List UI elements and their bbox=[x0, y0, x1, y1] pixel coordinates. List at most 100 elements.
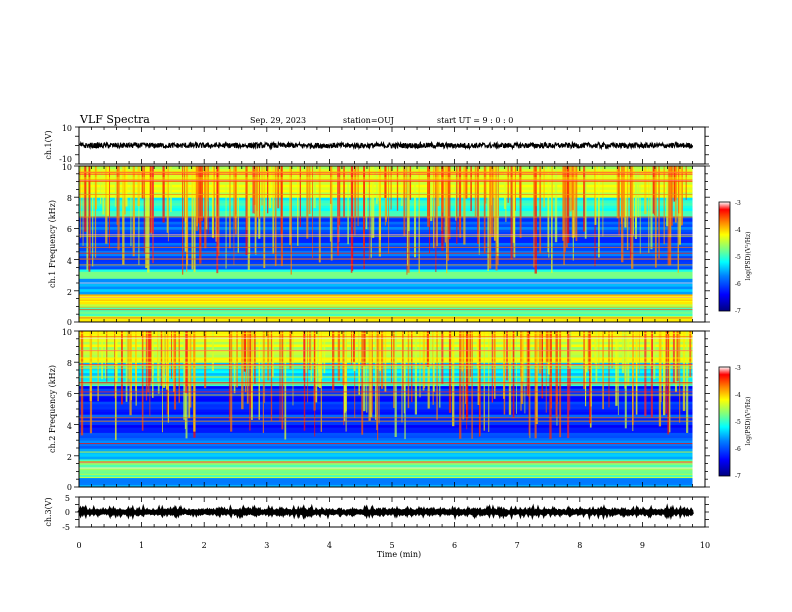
spectrogram-streak bbox=[447, 166, 450, 261]
spectrogram-streak bbox=[318, 166, 321, 263]
spectrogram-streak bbox=[459, 166, 462, 238]
spectrogram-streak bbox=[178, 331, 180, 403]
spectrogram-band bbox=[79, 266, 693, 270]
spectrogram-streak bbox=[248, 166, 250, 210]
spectrogram-ch2-heatmap bbox=[79, 331, 693, 488]
spectrogram-streak bbox=[624, 166, 627, 228]
spectrogram-line bbox=[79, 235, 693, 237]
time-axis-tick-labels: 0 1 2 3 4 5 6 7 8 9 10 bbox=[76, 541, 710, 550]
spectrogram-streak bbox=[489, 331, 491, 363]
spectrogram-band bbox=[79, 482, 693, 486]
spectrogram-streak bbox=[269, 166, 272, 209]
spectrogram-streak bbox=[635, 331, 638, 415]
spectrogram-line bbox=[79, 171, 693, 173]
spectrogram-streak bbox=[649, 331, 652, 367]
spectrogram-streak bbox=[354, 166, 356, 236]
time-axis-label: Time (min) bbox=[377, 550, 421, 559]
spectrogram-streak bbox=[672, 331, 675, 383]
spectrogram-ch1-ytick-6: 6 bbox=[67, 225, 72, 234]
spectrogram-streak bbox=[337, 331, 341, 381]
spectrogram-band bbox=[79, 469, 693, 473]
spectrogram-streak bbox=[201, 166, 204, 221]
spectrogram-streak bbox=[569, 331, 572, 368]
spectrogram-streak bbox=[429, 166, 431, 254]
spectrogram-streak bbox=[535, 166, 537, 207]
time-tick-label: 4 bbox=[327, 541, 332, 550]
spectrogram-streak bbox=[368, 331, 371, 421]
spectrogram-streak bbox=[689, 331, 692, 377]
spectrogram-streak bbox=[470, 166, 472, 212]
spectrogram-streak bbox=[644, 166, 647, 215]
spectrogram-streak bbox=[653, 331, 656, 380]
spectrogram-streak bbox=[680, 166, 683, 226]
spectrogram-streak bbox=[116, 166, 119, 225]
colorbar-ch1-tick-m3: -3 bbox=[735, 200, 741, 207]
spectrogram-streak bbox=[471, 331, 473, 439]
spectrogram-streak bbox=[516, 331, 517, 414]
spectrogram-streak bbox=[430, 166, 433, 222]
spectrogram-band bbox=[79, 308, 693, 312]
spectrogram-streak bbox=[512, 331, 515, 419]
spectrogram-streak bbox=[573, 166, 576, 238]
spectrogram-band bbox=[79, 280, 693, 285]
spectrogram-streak bbox=[557, 331, 558, 405]
spectrogram-streak bbox=[390, 166, 392, 210]
spectrogram-streak bbox=[274, 166, 277, 267]
spectrogram-ch2-ytick-10: 10 bbox=[62, 328, 72, 337]
spectrogram-ch2-ticks bbox=[74, 330, 710, 488]
spectrogram-line bbox=[79, 294, 693, 296]
spectrogram-streak bbox=[639, 166, 641, 254]
waveform-ch3-ytick-mid: 0 bbox=[65, 508, 70, 517]
spectrogram-ch1-ytick-0: 0 bbox=[67, 318, 72, 327]
spectrogram-ch1-panel: 10 8 6 4 2 0 ch.1 Frequency (kHz) -3 -4 … bbox=[48, 163, 752, 327]
spectrogram-ch1-ytick-8: 8 bbox=[67, 194, 72, 203]
spectrogram-streak bbox=[385, 166, 387, 222]
spectrogram-streak bbox=[143, 166, 145, 254]
colorbar-ch1-label: log(PSD)(V²/Hz) bbox=[745, 232, 752, 281]
spectrogram-streak bbox=[281, 331, 284, 430]
spectrogram-band bbox=[79, 427, 693, 431]
spectrogram-band bbox=[79, 442, 693, 447]
spectrogram-streak bbox=[105, 331, 106, 379]
spectrogram-streak bbox=[88, 166, 91, 272]
spectrogram-streak bbox=[233, 166, 235, 265]
spectrogram-streak bbox=[138, 166, 140, 265]
spectrogram-streak bbox=[461, 331, 464, 372]
spectrogram-line bbox=[79, 473, 693, 475]
spectrogram-band bbox=[79, 301, 693, 305]
spectrogram-streak bbox=[165, 331, 168, 390]
spectrogram-streak bbox=[181, 166, 184, 275]
spectrogram-streak bbox=[315, 331, 318, 403]
spectrogram-streak bbox=[166, 166, 169, 233]
spectrogram-band bbox=[79, 291, 693, 295]
spectrogram-streak bbox=[393, 331, 395, 409]
spectrogram-band bbox=[79, 398, 693, 402]
spectrogram-streak bbox=[191, 166, 194, 270]
spectrogram-band bbox=[79, 429, 693, 433]
spectrogram-streak bbox=[170, 166, 172, 212]
spectrogram-streak bbox=[114, 166, 117, 207]
spectrogram-band bbox=[79, 445, 693, 449]
spectrogram-band bbox=[79, 268, 693, 272]
spectrogram-streak bbox=[266, 166, 269, 214]
spectrogram-streak bbox=[436, 166, 438, 247]
spectrogram-streak bbox=[329, 166, 332, 204]
spectrogram-streak bbox=[290, 166, 292, 275]
spectrogram-ch2-panel: 10 8 6 4 2 0 ch.2 Frequency (kHz) -3 -4 … bbox=[48, 328, 752, 492]
spectrogram-streak bbox=[623, 166, 626, 218]
spectrogram-streak bbox=[204, 331, 207, 389]
waveform-ch1-panel: 10 -10 ch.1(V) bbox=[44, 124, 709, 165]
spectrogram-band bbox=[79, 313, 693, 317]
spectrogram-streak bbox=[404, 331, 406, 440]
spectrogram-streak bbox=[547, 331, 550, 375]
spectrogram-band bbox=[79, 245, 693, 249]
waveform-ch3-ytick-bottom: -5 bbox=[62, 523, 70, 532]
spectrogram-line bbox=[79, 172, 693, 174]
spectrogram-streak bbox=[116, 331, 118, 382]
spectrogram-line bbox=[79, 394, 693, 396]
spectrogram-streak bbox=[441, 166, 443, 231]
spectrogram-streak bbox=[229, 166, 231, 249]
spectrogram-streak bbox=[409, 166, 412, 200]
spectrogram-streak bbox=[674, 166, 677, 201]
spectrogram-streak bbox=[598, 166, 600, 258]
